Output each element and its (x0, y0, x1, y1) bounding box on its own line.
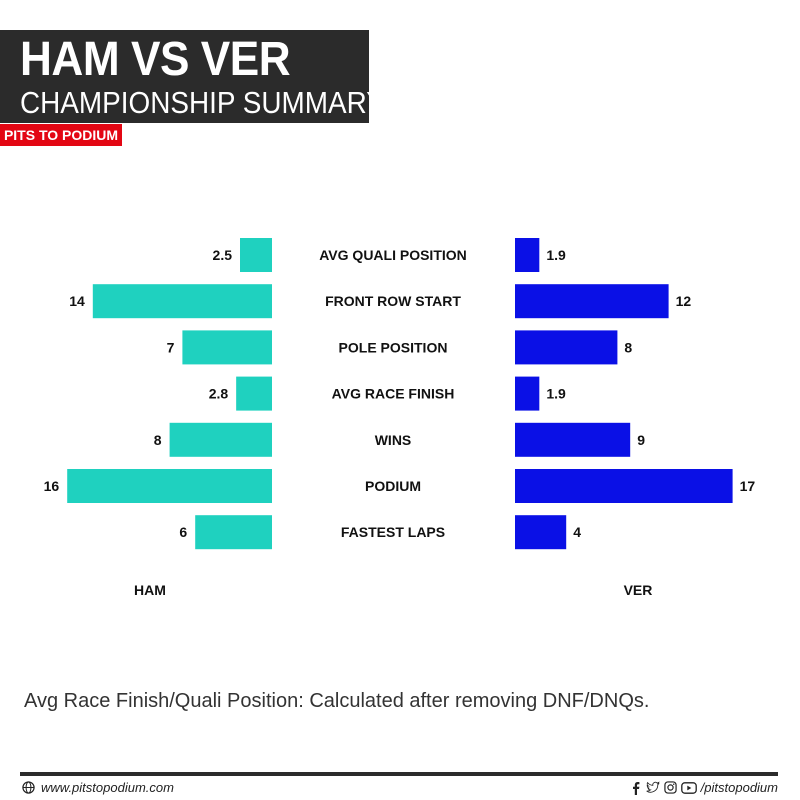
instagram-icon[interactable] (663, 781, 677, 794)
ver-value-label: 1.9 (546, 386, 566, 402)
legend-ver: VER (624, 582, 653, 598)
ham-value-label: 8 (154, 432, 162, 448)
footer-social: /pitstopodium (630, 780, 778, 795)
ham-bar (182, 330, 272, 365)
footnote: Avg Race Finish/Quali Position: Calculat… (24, 690, 650, 712)
ver-bar (515, 284, 669, 319)
ham-bar (236, 376, 272, 411)
ham-bar (240, 238, 272, 272)
ham-value-label: 14 (69, 293, 85, 309)
footer-divider (20, 772, 778, 776)
ham-value-label: 7 (167, 339, 175, 355)
globe-icon (22, 781, 35, 794)
ver-bar (515, 330, 618, 365)
ham-bar (195, 515, 272, 550)
ham-bar (169, 422, 272, 457)
comparison-chart: 2.5 1.9 AVG QUALI POSITION 14 12 FRONT ROW ST… (44, 238, 756, 598)
twitter-icon[interactable] (646, 781, 660, 794)
ver-value-label: 9 (637, 432, 645, 448)
category-label: FRONT ROW START (325, 293, 461, 309)
ham-value-label: 2.8 (209, 386, 229, 402)
ham-value-label: 2.5 (213, 247, 233, 263)
category-label: POLE POSITION (339, 339, 448, 355)
footer-website[interactable]: www.pitstopodium.com (22, 780, 174, 795)
category-label: PODIUM (365, 478, 421, 494)
category-label: WINS (375, 432, 412, 448)
category-label: FASTEST LAPS (341, 524, 445, 540)
ver-bar (515, 238, 540, 272)
ver-value-label: 8 (624, 339, 632, 355)
ver-bar (515, 376, 540, 411)
ham-bar (92, 284, 272, 319)
ver-value-label: 17 (740, 478, 756, 494)
brand-tag: PITS TO PODIUM (0, 124, 122, 146)
page-subtitle: CHAMPIONSHIP SUMMARY (20, 85, 385, 120)
ver-bar (515, 422, 631, 457)
title-block: HAM VS VER CHAMPIONSHIP SUMMARY (0, 30, 385, 123)
youtube-icon[interactable] (680, 781, 697, 794)
ver-value-label: 1.9 (546, 247, 566, 263)
page-title: HAM VS VER (20, 33, 291, 86)
ham-value-label: 6 (179, 524, 187, 540)
social-handle[interactable]: /pitstopodium (700, 780, 778, 795)
ver-bar (515, 469, 733, 503)
website-url[interactable]: www.pitstopodium.com (41, 780, 174, 795)
ver-bar (515, 515, 567, 550)
ham-value-label: 16 (44, 478, 60, 494)
ver-value-label: 4 (573, 524, 581, 540)
ham-bar (67, 469, 272, 503)
legend-ham: HAM (134, 582, 166, 598)
ver-value-label: 12 (676, 293, 692, 309)
facebook-icon[interactable] (630, 781, 642, 795)
category-label: AVG QUALI POSITION (319, 247, 467, 263)
category-label: AVG RACE FINISH (332, 386, 455, 402)
